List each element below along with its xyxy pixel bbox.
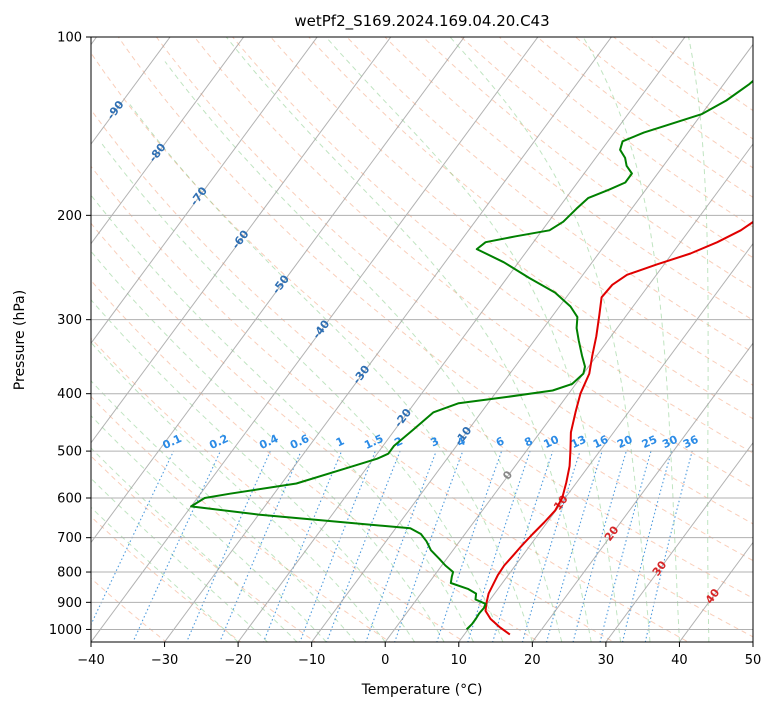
mixing-ratio-label: 20 — [615, 433, 635, 451]
pressure-gridlines — [91, 37, 753, 630]
temperature-profile-line — [484, 220, 753, 636]
y-tick-label: 400 — [57, 387, 82, 402]
x-tick-label: 50 — [745, 653, 762, 668]
moist-adiabat-line — [164, 61, 563, 642]
isotherm-line — [91, 37, 539, 642]
mixing-ratio-label: 13 — [569, 433, 588, 451]
y-axis-label: Pressure (hPa) — [12, 290, 28, 390]
dry-adiabat-line — [91, 337, 466, 642]
y-axis: 100 200 300 400 500 600 700 800 900 1000 — [49, 31, 91, 638]
isotherm-line — [531, 342, 753, 642]
y-tick-label: 100 — [57, 31, 82, 46]
mixing-ratio-label: 16 — [591, 433, 611, 451]
y-tick-label: 700 — [57, 531, 82, 546]
dry-adiabat-line — [91, 165, 690, 642]
moist-adiabat-line — [129, 104, 533, 642]
x-tick-label: 20 — [524, 653, 541, 668]
dry-adiabat-line — [422, 37, 753, 290]
y-tick-label: 300 — [57, 313, 82, 328]
x-tick-label: −30 — [151, 653, 178, 668]
isotherm-line — [91, 37, 245, 245]
isotherm-line — [91, 37, 465, 544]
x-tick-label: 40 — [671, 653, 688, 668]
dry-adiabat-line — [91, 455, 317, 642]
x-axis-label: Temperature (°C) — [361, 682, 483, 698]
isotherm-line — [311, 43, 753, 642]
isotherm-line — [91, 37, 318, 345]
y-tick-label: 1000 — [49, 623, 82, 638]
x-tick-label: −20 — [224, 653, 251, 668]
profiles — [190, 79, 753, 636]
dry-adiabat-line — [91, 396, 391, 642]
isotherm-line — [678, 541, 753, 642]
dry-adiabat-line — [91, 52, 753, 599]
dewpoint-profile-line — [190, 79, 753, 631]
plot-frame — [90, 36, 754, 643]
dry-adiabat-line — [91, 279, 541, 642]
mixing-ratio-label: 30 — [660, 433, 680, 451]
x-axis: −40 −30 −20 −10 0 10 20 30 40 50 — [77, 642, 761, 668]
x-tick-label: 30 — [598, 653, 615, 668]
y-tick-label: 800 — [57, 566, 82, 581]
dry-adiabats — [91, 37, 753, 642]
dry-adiabat-line — [270, 37, 753, 420]
moist-adiabat-line — [91, 250, 445, 642]
dry-adiabat-line — [346, 37, 753, 353]
isotherm-line — [91, 37, 392, 444]
mixing-ratio-label: 25 — [640, 433, 659, 451]
isotherm-line — [384, 143, 753, 642]
isotherm-line — [605, 441, 753, 642]
dry-adiabat-line — [193, 37, 753, 489]
y-tick-label: 500 — [57, 445, 82, 460]
y-tick-label: 200 — [57, 209, 82, 224]
isotherm-line — [91, 37, 171, 145]
moist-adiabat-line — [449, 37, 651, 642]
moist-adiabat-line — [325, 37, 622, 642]
x-tick-label: 10 — [451, 653, 468, 668]
x-tick-label: −40 — [77, 653, 104, 668]
y-tick-label: 600 — [57, 492, 82, 507]
moist-adiabat-line — [91, 299, 416, 642]
moist-adiabat-line — [91, 506, 239, 642]
isotherm-line — [458, 242, 753, 642]
moist-adiabat-line — [91, 415, 327, 642]
dry-adiabat-line — [91, 222, 615, 642]
isotherm-line — [163, 37, 613, 642]
chart-title: wetPf2_S169.2024.169.04.20.C43 — [294, 12, 549, 31]
dry-adiabat-line — [91, 577, 168, 642]
moist-adiabat-line — [688, 37, 710, 642]
y-tick-label: 900 — [57, 596, 82, 611]
x-tick-label: −10 — [298, 653, 325, 668]
moist-adiabat-line — [582, 37, 680, 642]
moist-adiabat-line — [91, 380, 357, 642]
isotherms — [91, 37, 753, 642]
mixing-ratio-label: 10 — [542, 433, 562, 451]
isotherm-line — [237, 37, 686, 642]
mixing-ratio-label: 36 — [681, 433, 701, 451]
x-tick-label: 0 — [381, 653, 389, 668]
moist-adiabat-line — [91, 477, 268, 642]
dry-adiabat-line — [91, 108, 753, 638]
